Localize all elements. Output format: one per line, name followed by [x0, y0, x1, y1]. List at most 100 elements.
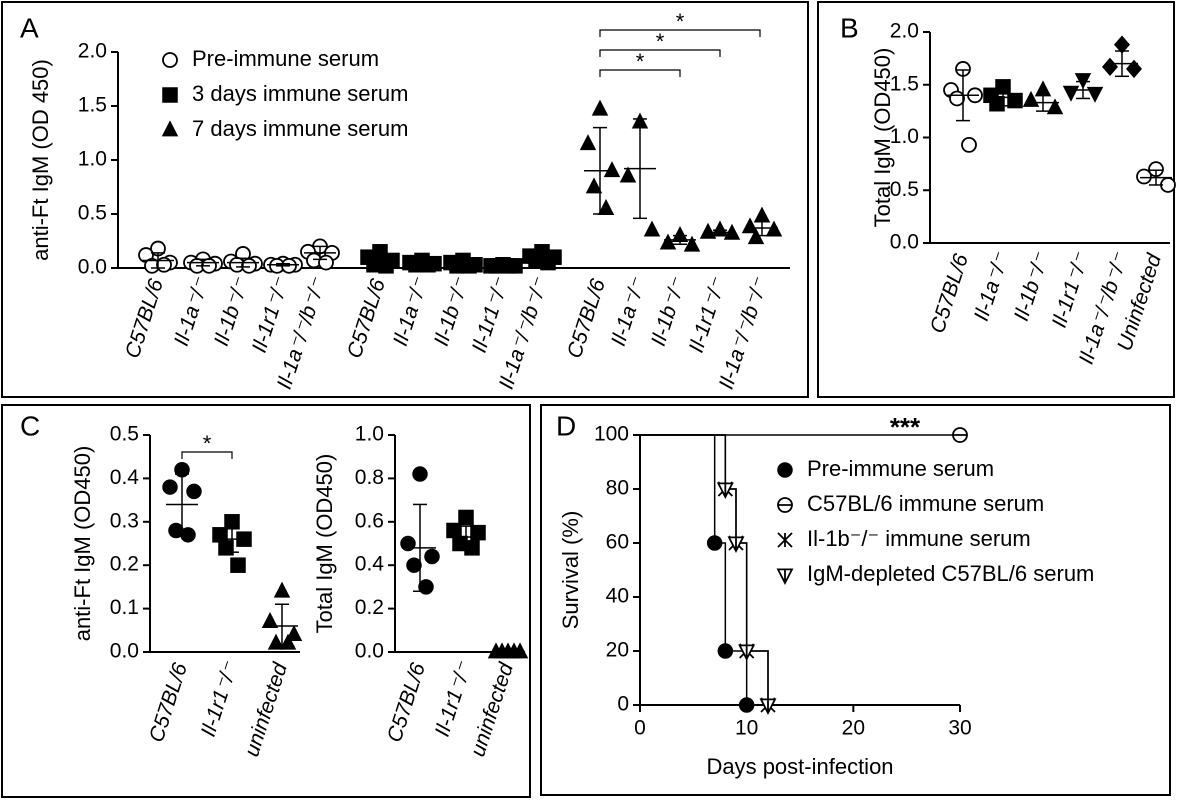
significance-label: * — [656, 29, 665, 54]
panel-border — [1, 1, 809, 398]
data-point — [1136, 168, 1152, 185]
data-point — [753, 206, 771, 223]
x-tick-label: uninfected — [466, 659, 518, 760]
data-point — [446, 522, 462, 539]
data-point — [603, 161, 621, 178]
legend-label: C57BL/6 immune serum — [807, 491, 1044, 516]
data-point — [493, 642, 511, 659]
y-axis-label: Survival (%) — [558, 511, 583, 630]
significance-bracket — [599, 29, 761, 37]
data-point — [1160, 177, 1176, 193]
y-tick-label: 1.5 — [78, 94, 107, 117]
x-tick-label: Il-1b⁻/⁻ — [210, 274, 254, 348]
data-point — [273, 581, 291, 598]
data-point — [989, 95, 1005, 112]
data-point — [716, 482, 734, 499]
panel-label: B — [840, 12, 859, 43]
data-point — [659, 233, 677, 250]
survival-line — [640, 434, 748, 705]
y-tick-label: 0.3 — [110, 509, 139, 532]
legend-marker — [161, 120, 179, 137]
legend-marker — [162, 87, 178, 103]
data-point — [1086, 86, 1104, 103]
significance-label: * — [636, 49, 645, 74]
y-tick-label: 0.1 — [110, 596, 139, 619]
y-tick-label: 80 — [606, 477, 629, 500]
data-point — [540, 254, 556, 271]
panel-border — [540, 404, 1171, 796]
x-tick-label: Il-1a⁻/⁻ — [607, 274, 651, 348]
data-point — [267, 633, 285, 650]
data-point — [1007, 92, 1023, 109]
data-point — [585, 177, 603, 194]
x-axis-label: Days post-infection — [706, 754, 893, 779]
panel-label: A — [20, 12, 39, 43]
data-point — [699, 222, 717, 239]
y-axis-label: anti-Ft IgM (OD 450) — [28, 59, 53, 261]
x-tick-label: C57BL/6 — [121, 276, 168, 361]
y-tick-label: 0.0 — [355, 640, 384, 663]
x-tick-label: Il-1b⁻/⁻ — [430, 274, 474, 348]
data-point — [949, 90, 965, 107]
panel-border — [817, 1, 1175, 398]
x-tick-label: Il-1r1⁻/⁻ — [468, 274, 514, 355]
data-point — [406, 557, 422, 573]
y-tick-label: 0.4 — [355, 553, 385, 576]
data-point — [727, 536, 745, 553]
y-tick-label: 0.5 — [890, 178, 919, 201]
x-tick-label: 10 — [735, 717, 758, 740]
data-point — [424, 548, 440, 565]
significance-label: *** — [890, 412, 921, 442]
data-point — [186, 483, 202, 500]
data-point — [218, 540, 234, 556]
x-tick-label: C57BL/6 — [343, 276, 390, 361]
survival-line — [640, 434, 769, 705]
x-tick-label: 20 — [842, 717, 865, 740]
y-tick-label: 1.5 — [890, 72, 919, 95]
y-axis-label: anti-Ft IgM (OD450) — [70, 446, 95, 642]
data-point — [241, 257, 257, 274]
y-tick-label: 1.0 — [890, 125, 919, 148]
data-point — [1062, 85, 1080, 102]
data-point — [378, 258, 394, 274]
significance-label: * — [203, 431, 212, 456]
legend-label: 3 days immune serum — [192, 81, 408, 106]
y-tick-label: 0.5 — [78, 202, 107, 225]
data-point — [279, 633, 297, 650]
data-point — [738, 644, 756, 661]
significance-bracket — [181, 451, 233, 459]
x-tick-label: Il-1r1⁻/⁻ — [685, 274, 731, 355]
data-point — [961, 136, 977, 153]
significance-bracket — [599, 49, 721, 57]
data-point — [747, 228, 765, 245]
y-tick-label: 0.0 — [78, 256, 107, 279]
y-axis-label: Total IgM (OD450) — [870, 48, 895, 228]
panel-label: D — [556, 410, 576, 441]
data-point — [1102, 57, 1118, 76]
data-point — [400, 535, 416, 552]
legend-marker — [776, 568, 794, 585]
y-tick-label: 0.6 — [355, 509, 384, 532]
x-tick-label: Il-1r1⁻/⁻ — [197, 658, 243, 739]
data-point — [706, 535, 723, 551]
data-point — [683, 235, 701, 252]
x-tick-label: uninfected — [240, 659, 292, 760]
y-tick-label: 1.0 — [78, 148, 107, 171]
y-tick-label: 0.5 — [110, 423, 139, 446]
legend-marker — [777, 462, 793, 478]
legend-marker — [777, 497, 793, 513]
x-tick-label: Il-1a⁻/⁻ — [389, 274, 433, 348]
legend-label: Il-1b⁻/⁻ immune serum — [807, 526, 1031, 551]
legend-marker — [777, 532, 793, 548]
x-tick-label: Il-1a⁻/⁻ — [170, 274, 214, 348]
y-tick-label: 40 — [606, 585, 629, 608]
data-point — [619, 166, 637, 183]
data-point — [162, 479, 178, 495]
x-tick-label: Il-1a⁻/⁻ — [970, 249, 1014, 323]
data-point — [1074, 73, 1092, 90]
legend-marker — [162, 52, 178, 68]
data-point — [230, 557, 246, 573]
x-tick-label: Il-1b⁻/⁻ — [647, 274, 691, 348]
legend-label: Pre-immune serum — [192, 46, 379, 71]
x-tick-label: 0 — [634, 717, 646, 740]
